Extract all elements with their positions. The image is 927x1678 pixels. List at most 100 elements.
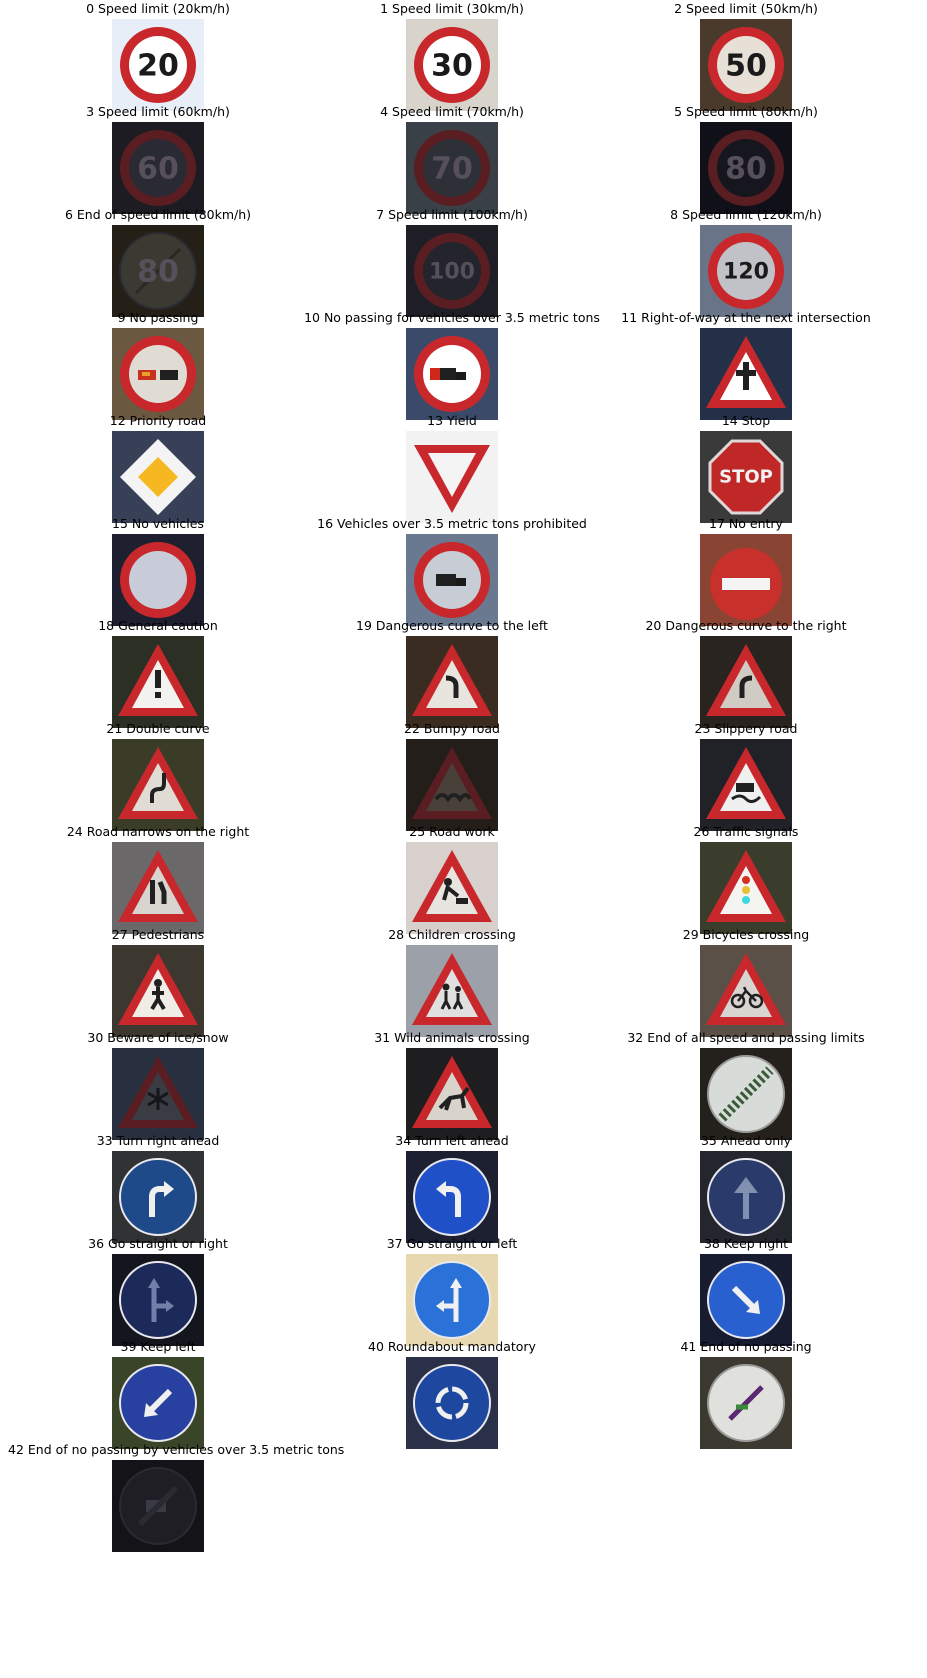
sign-image [406, 1048, 498, 1140]
sign-cell: 9 No passing [8, 309, 308, 420]
sign-image [112, 842, 204, 934]
sign-label: 42 End of no passing by vehicles over 3.… [8, 1442, 345, 1457]
sign-cell: 24 Road narrows on the right [8, 823, 308, 934]
sign-image [112, 328, 204, 420]
sign-icon: 100 [406, 225, 498, 317]
svg-text:30: 30 [431, 49, 473, 84]
sign-cell: 41 End of no passing [596, 1338, 896, 1449]
sign-cell: 20 Dangerous curve to the right [596, 617, 896, 728]
sign-image: 120 [700, 225, 792, 317]
sign-icon: 50 [700, 19, 792, 111]
svg-text:100: 100 [429, 260, 475, 285]
sign-label: 3 Speed limit (60km/h) [86, 104, 230, 119]
sign-image: 100 [406, 225, 498, 317]
sign-icon: 30 [406, 19, 498, 111]
sign-icon [700, 1048, 792, 1140]
sign-image [700, 1151, 792, 1243]
sign-cell: 0 Speed limit (20km/h) 20 [8, 0, 308, 111]
sign-icon: STOP [700, 431, 792, 523]
sign-label: 38 Keep right [703, 1236, 789, 1251]
sign-image [112, 1357, 204, 1449]
sign-image [700, 842, 792, 934]
sign-label: 31 Wild animals crossing [374, 1030, 530, 1045]
svg-text:80: 80 [137, 255, 179, 290]
sign-cell: 14 Stop STOP [596, 412, 896, 523]
sign-label: 0 Speed limit (20km/h) [86, 1, 230, 16]
sign-image: 60 [112, 122, 204, 214]
sign-image: 70 [406, 122, 498, 214]
sign-icon [406, 1357, 498, 1449]
sign-icon [406, 1151, 498, 1243]
sign-icon [112, 1460, 204, 1552]
sign-label: 37 Go straight or left [386, 1236, 518, 1251]
svg-text:60: 60 [137, 152, 179, 187]
sign-label: 18 General caution [98, 618, 218, 633]
sign-label: 36 Go straight or right [88, 1236, 228, 1251]
sign-icon [112, 739, 204, 831]
sign-cell: 12 Priority road [8, 412, 308, 523]
sign-cell: 21 Double curve [8, 720, 308, 831]
sign-image [700, 1048, 792, 1140]
sign-cell: 38 Keep right [596, 1235, 896, 1346]
sign-icon [700, 1357, 792, 1449]
sign-image [700, 1254, 792, 1346]
sign-icon [700, 636, 792, 728]
sign-label: 2 Speed limit (50km/h) [674, 1, 818, 16]
sign-cell: 25 Road work [302, 823, 602, 934]
sign-image [112, 1460, 204, 1552]
sign-image [406, 1254, 498, 1346]
sign-label: 19 Dangerous curve to the left [356, 618, 548, 633]
sign-image [112, 1151, 204, 1243]
sign-image [112, 636, 204, 728]
sign-cell: 8 Speed limit (120km/h) 120 [596, 206, 896, 317]
sign-image [406, 534, 498, 626]
sign-cell: 3 Speed limit (60km/h) 60 [8, 103, 308, 214]
sign-cell: 11 Right-of-way at the next intersection [596, 309, 896, 420]
sign-icon [700, 1254, 792, 1346]
sign-icon [406, 636, 498, 728]
sign-label: 29 Bicycles crossing [682, 927, 810, 942]
sign-label: 28 Children crossing [388, 927, 516, 942]
sign-icon [700, 328, 792, 420]
sign-image: 80 [700, 122, 792, 214]
sign-label: 1 Speed limit (30km/h) [380, 1, 524, 16]
sign-icon [406, 328, 498, 420]
sign-image [112, 945, 204, 1037]
sign-label: 17 No entry [709, 516, 783, 531]
sign-label: 39 Keep left [120, 1339, 196, 1354]
sign-cell: 27 Pedestrians [8, 926, 308, 1037]
sign-icon: 120 [700, 225, 792, 317]
sign-image [406, 328, 498, 420]
sign-cell: 34 Turn left ahead [302, 1132, 602, 1243]
sign-icon [112, 945, 204, 1037]
svg-text:STOP: STOP [719, 467, 773, 488]
sign-cell: 5 Speed limit (80km/h) 80 [596, 103, 896, 214]
sign-icon [112, 1357, 204, 1449]
sign-icon [406, 534, 498, 626]
sign-cell: 19 Dangerous curve to the left [302, 617, 602, 728]
sign-image [700, 636, 792, 728]
sign-icon: 70 [406, 122, 498, 214]
svg-text:50: 50 [725, 49, 767, 84]
sign-label: 9 No passing [117, 310, 199, 325]
sign-image [700, 1357, 792, 1449]
sign-icon [700, 739, 792, 831]
sign-image [406, 945, 498, 1037]
sign-icon [112, 1151, 204, 1243]
sign-label: 33 Turn right ahead [96, 1133, 220, 1148]
sign-label: 5 Speed limit (80km/h) [674, 104, 818, 119]
sign-cell: 29 Bicycles crossing [596, 926, 896, 1037]
sign-image [700, 945, 792, 1037]
sign-icon [112, 636, 204, 728]
sign-image [406, 431, 498, 523]
sign-cell: 15 No vehicles [8, 515, 308, 626]
sign-cell: 6 End of speed limit (80km/h) 80 [8, 206, 308, 317]
sign-cell: 33 Turn right ahead [8, 1132, 308, 1243]
sign-label: 13 Yield [427, 413, 477, 428]
sign-icon [112, 534, 204, 626]
sign-label: 11 Right-of-way at the next intersection [621, 310, 871, 325]
sign-label: 27 Pedestrians [111, 927, 205, 942]
sign-cell: 4 Speed limit (70km/h) 70 [302, 103, 602, 214]
sign-icon [700, 1151, 792, 1243]
